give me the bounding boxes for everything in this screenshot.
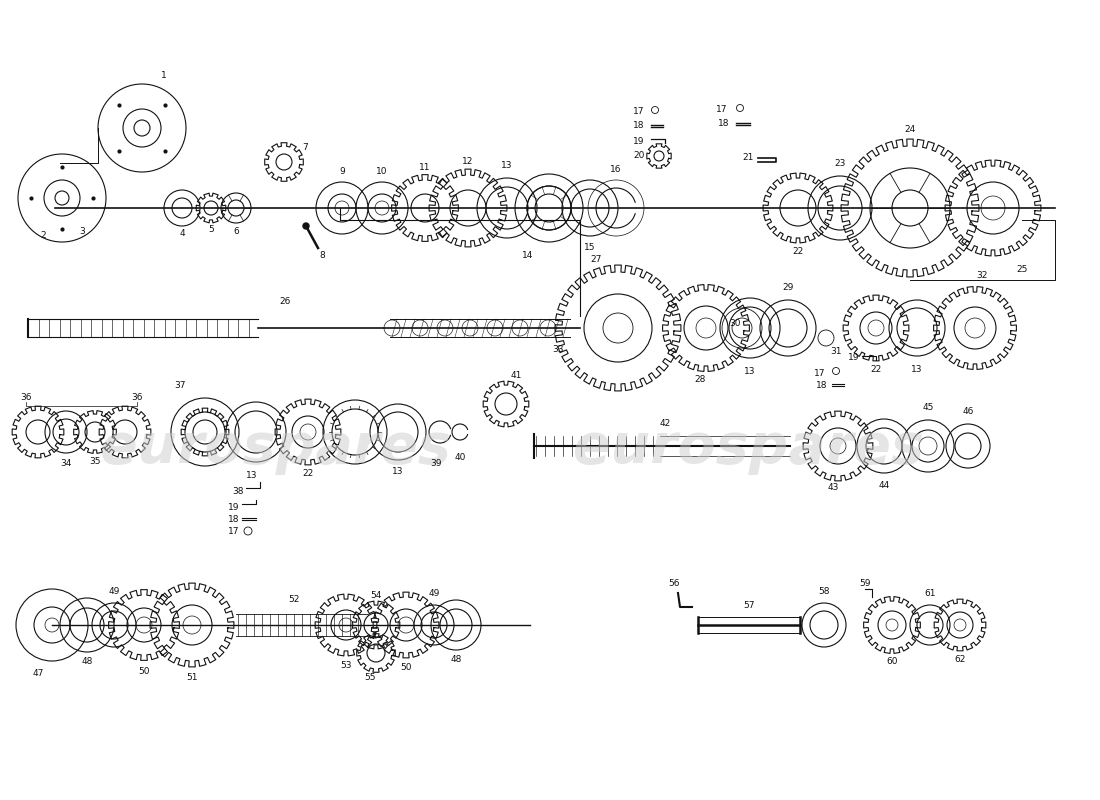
Text: eurospares: eurospares (100, 421, 450, 475)
Text: 49: 49 (108, 587, 120, 597)
Text: 54: 54 (371, 590, 382, 599)
Text: 51: 51 (186, 673, 198, 682)
Text: 17: 17 (716, 106, 728, 114)
Text: 12: 12 (462, 158, 474, 166)
Text: 13: 13 (745, 367, 756, 377)
Text: 24: 24 (904, 125, 915, 134)
Text: 8: 8 (319, 251, 324, 261)
Text: 41: 41 (510, 371, 521, 381)
Text: 18: 18 (634, 122, 645, 130)
Text: 62: 62 (955, 654, 966, 663)
Text: 52: 52 (288, 594, 299, 603)
Text: 4: 4 (179, 230, 185, 238)
Text: 35: 35 (89, 458, 101, 466)
Text: 13: 13 (246, 470, 257, 479)
Text: 37: 37 (174, 382, 186, 390)
Text: 30: 30 (729, 318, 740, 327)
Text: 50: 50 (400, 662, 411, 671)
Text: 43: 43 (827, 483, 838, 493)
Text: 18: 18 (816, 381, 827, 390)
Text: 34: 34 (60, 459, 72, 469)
Text: 22: 22 (792, 247, 804, 257)
Text: 20: 20 (634, 151, 645, 161)
Text: 38: 38 (232, 487, 244, 497)
Text: 29: 29 (782, 283, 794, 293)
Text: 33: 33 (552, 346, 563, 354)
Text: 27: 27 (591, 255, 602, 265)
Text: eurospares: eurospares (573, 421, 923, 475)
Text: 31: 31 (830, 347, 842, 357)
Text: 50: 50 (139, 666, 150, 675)
Circle shape (302, 223, 309, 229)
Text: 58: 58 (818, 586, 829, 595)
Text: 48: 48 (450, 655, 462, 665)
Text: 19: 19 (634, 137, 645, 146)
Text: 19: 19 (848, 354, 860, 362)
Text: 48: 48 (81, 658, 92, 666)
Text: 2: 2 (41, 231, 46, 241)
Text: 14: 14 (522, 251, 534, 261)
Text: 61: 61 (924, 589, 936, 598)
Text: 26: 26 (279, 298, 290, 306)
Text: 16: 16 (610, 166, 621, 174)
Text: 19: 19 (229, 503, 240, 513)
Text: 25: 25 (1016, 266, 1027, 274)
Text: 42: 42 (659, 419, 671, 429)
Text: 22: 22 (302, 470, 313, 478)
Text: 7: 7 (302, 143, 308, 153)
Text: 32: 32 (977, 271, 988, 281)
Text: 36: 36 (131, 393, 143, 402)
Text: 18: 18 (718, 119, 729, 129)
Text: 55: 55 (364, 673, 376, 682)
Text: 49: 49 (428, 590, 440, 598)
Text: 1: 1 (161, 71, 167, 81)
Text: 47: 47 (32, 669, 44, 678)
Text: 45: 45 (922, 403, 934, 413)
Text: 5: 5 (208, 226, 213, 234)
Text: 23: 23 (834, 159, 846, 169)
Text: 57: 57 (744, 601, 755, 610)
Text: 40: 40 (454, 454, 465, 462)
Text: 21: 21 (742, 154, 754, 162)
Text: 17: 17 (814, 369, 826, 378)
Text: 46: 46 (962, 407, 974, 417)
Text: 36: 36 (20, 393, 32, 402)
Text: 9: 9 (339, 167, 345, 177)
Text: 15: 15 (584, 243, 596, 253)
Text: 53: 53 (340, 661, 352, 670)
Text: 17: 17 (229, 527, 240, 537)
Text: 6: 6 (233, 227, 239, 237)
Text: 13: 13 (502, 162, 513, 170)
Text: 13: 13 (911, 366, 923, 374)
Text: 28: 28 (694, 375, 706, 385)
Text: 44: 44 (879, 482, 890, 490)
Text: 56: 56 (669, 578, 680, 587)
Text: 10: 10 (376, 167, 387, 177)
Text: 18: 18 (229, 515, 240, 525)
Text: 11: 11 (419, 163, 431, 173)
Text: 39: 39 (430, 459, 442, 469)
Text: 59: 59 (859, 578, 871, 587)
Text: 17: 17 (634, 106, 645, 115)
Text: 60: 60 (887, 658, 898, 666)
Text: 13: 13 (393, 467, 404, 477)
Text: 3: 3 (79, 227, 85, 237)
Text: 22: 22 (870, 366, 881, 374)
